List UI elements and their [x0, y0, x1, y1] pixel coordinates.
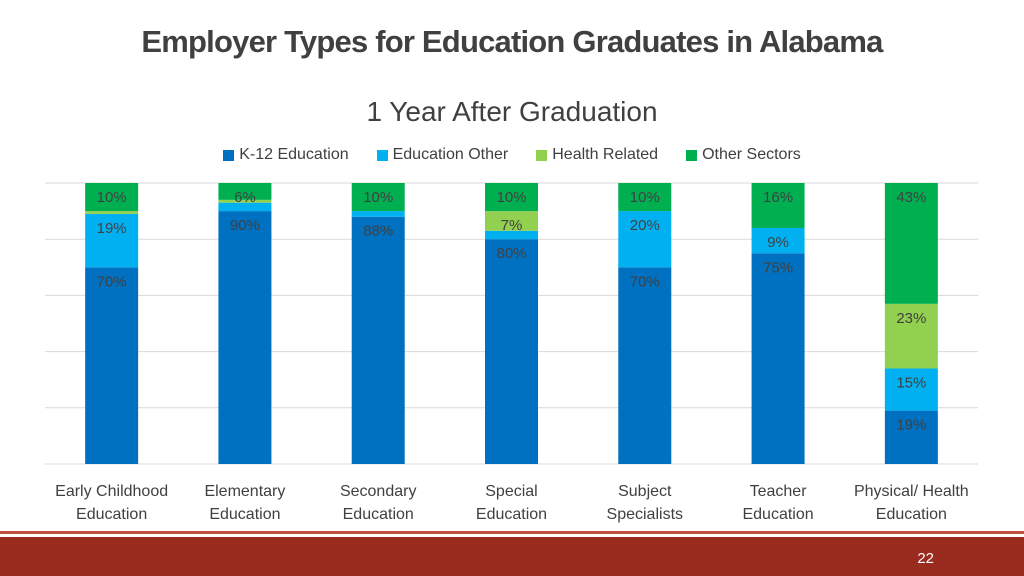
chart-title: 1 Year After Graduation	[366, 96, 658, 127]
legend-label: K-12 Education	[239, 146, 349, 163]
data-label: 19%	[97, 220, 127, 237]
bar-segment	[884, 183, 938, 304]
category-label: Physical/ Health	[854, 483, 969, 500]
category-label: Education	[742, 506, 813, 523]
data-label: 10%	[496, 189, 526, 206]
legend-label: Education Other	[392, 146, 509, 163]
bar-segment	[751, 253, 805, 464]
data-label: 7%	[501, 217, 523, 234]
slide-title: Employer Types for Education Graduates i…	[141, 24, 883, 59]
data-label: 80%	[496, 245, 526, 262]
bar-segment	[751, 183, 805, 228]
legend-item: Education Other	[376, 146, 509, 164]
bar-segment	[618, 183, 672, 212]
data-label: 88%	[363, 223, 393, 240]
bar-segment	[218, 199, 272, 203]
data-label: 10%	[630, 189, 660, 206]
legend-swatch	[536, 149, 548, 161]
data-label: 70%	[630, 273, 660, 290]
legend-swatch	[376, 149, 388, 161]
category-label: Secondary	[340, 483, 417, 500]
category-label: Education	[209, 506, 280, 523]
data-label: 6%	[234, 189, 256, 206]
bar-segment	[618, 267, 672, 464]
data-label: 23%	[896, 310, 926, 327]
category-label: Special	[485, 483, 537, 500]
bar-segment	[884, 368, 938, 411]
legend-swatch	[686, 149, 698, 161]
data-label: 16%	[763, 189, 793, 206]
bar-segment	[751, 227, 805, 254]
bar-segment	[85, 213, 139, 268]
bar-segment	[351, 211, 405, 217]
data-label: 90%	[230, 217, 260, 234]
bar-segment	[218, 183, 272, 200]
bar-segment	[218, 211, 272, 464]
bar-segment	[85, 211, 139, 214]
bar-segment	[351, 183, 405, 212]
bar-segment	[485, 239, 538, 464]
bar-segment	[218, 202, 272, 212]
legend-label: Other Sectors	[702, 146, 801, 163]
page-number: 22	[917, 550, 934, 567]
bar-segment	[618, 211, 672, 268]
bar-segment	[85, 183, 139, 212]
chart-legend: K-12 Education Education Other Health Rela…	[0, 146, 1024, 164]
category-label: Education	[343, 506, 414, 523]
legend-swatch	[223, 149, 235, 161]
bar-segment	[884, 303, 938, 369]
category-label: Early Childhood	[55, 483, 168, 500]
category-label: Elementary	[204, 483, 285, 500]
bar-segment	[485, 230, 538, 240]
data-label: 20%	[630, 217, 660, 234]
data-label: 75%	[763, 259, 793, 276]
bar-segment	[485, 211, 538, 231]
legend-label: Health Related	[552, 146, 659, 163]
data-label: 10%	[363, 189, 393, 206]
bar-segment	[85, 267, 139, 464]
bar-segment	[485, 183, 538, 212]
footer-accent-line	[0, 531, 1024, 534]
category-label: Education	[476, 506, 547, 523]
legend-item: Health Related	[536, 146, 658, 164]
bar-segment	[351, 216, 405, 464]
bar-segment	[884, 410, 938, 464]
footer-bar	[0, 537, 1024, 576]
data-label: 70%	[97, 273, 127, 290]
category-label: Education	[76, 506, 147, 523]
data-label: 15%	[896, 374, 926, 391]
data-label: 9%	[767, 234, 789, 251]
legend-item: K-12 Education	[223, 146, 349, 164]
category-label: Teacher	[750, 483, 808, 500]
category-label: Education	[876, 506, 947, 523]
category-label: Specialists	[607, 506, 683, 523]
data-label: 10%	[97, 189, 127, 206]
data-label: 19%	[896, 417, 926, 434]
category-label: Subject	[618, 483, 672, 500]
legend-item: Other Sectors	[686, 146, 801, 164]
data-label: 43%	[896, 189, 926, 206]
